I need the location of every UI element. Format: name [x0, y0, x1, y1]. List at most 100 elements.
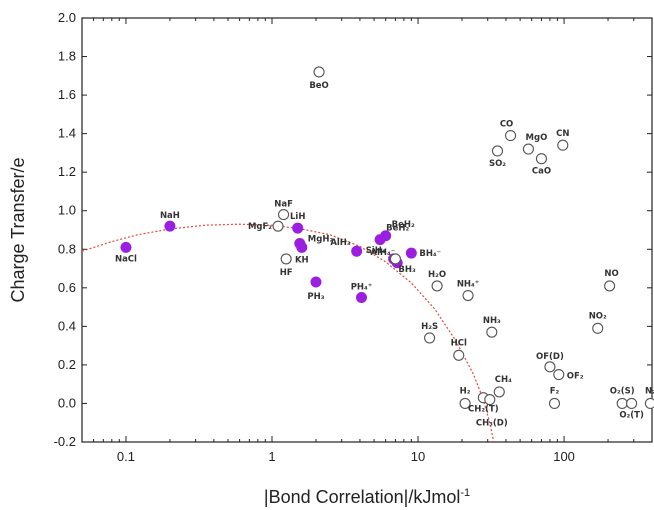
data-point-open — [491, 145, 504, 157]
data-point-open — [544, 361, 556, 373]
point-label: PH₃ — [307, 292, 324, 302]
x-tick-label: 0.1 — [117, 449, 135, 464]
point-label: CaO — [532, 167, 551, 177]
point-label: NH₄⁺ — [457, 280, 479, 290]
point-label: AlH₄⁻ — [370, 248, 395, 258]
y-tick-label: 1.6 — [58, 87, 76, 102]
data-point-open — [453, 349, 465, 361]
y-tick-label: 1.4 — [58, 126, 76, 141]
data-point-open — [389, 253, 401, 265]
data-point-open — [459, 397, 471, 410]
data-point-open — [522, 143, 534, 155]
point-label: NaCl — [115, 254, 137, 264]
point-label: CO — [500, 120, 513, 130]
data-point-filled — [351, 245, 363, 257]
data-point-open — [557, 139, 569, 151]
plot-frame — [81, 17, 653, 443]
data-point-filled — [120, 241, 132, 253]
point-label: O₂(S) — [610, 386, 635, 396]
point-label: NaH — [160, 211, 180, 221]
point-label: SiH₄ — [366, 246, 386, 256]
data-point-open — [604, 280, 616, 292]
point-label: AlH₃ — [330, 238, 351, 248]
data-point-open — [462, 289, 474, 302]
point-label: MgH₂ — [308, 234, 334, 244]
x-tick-label: 1 — [268, 449, 275, 464]
point-label: H₂O — [428, 270, 446, 280]
x-axis-title-superscript: -1 — [460, 487, 470, 499]
y-tick-label: 1.8 — [58, 49, 76, 64]
data-point-open — [504, 130, 517, 142]
point-label: NO₂ — [589, 311, 607, 321]
point-label: F₂ — [550, 386, 560, 396]
data-point-open — [313, 66, 325, 78]
point-label: OF₂ — [567, 372, 584, 382]
point-label: BH₄⁻ — [419, 249, 441, 259]
y-tick-label: 0.4 — [58, 318, 76, 333]
data-point-open — [431, 280, 443, 292]
data-point-filled — [292, 222, 304, 234]
point-label: OF(D) — [536, 352, 564, 362]
point-label: LiH — [290, 212, 305, 222]
point-label: PH₄⁺ — [351, 282, 373, 292]
data-point-filled — [405, 247, 417, 259]
data-point-open — [535, 153, 548, 165]
data-point-open — [278, 209, 290, 221]
y-tick-label: 2.0 — [58, 10, 76, 25]
point-label: N₂ — [645, 386, 654, 396]
data-point-open — [548, 397, 561, 410]
x-axis-title-main: |Bond Correlation|/kJmol — [264, 487, 460, 507]
point-label: HF — [280, 268, 293, 278]
point-label: CH₃(D) — [476, 419, 508, 429]
y-tick-label: 0.0 — [58, 395, 76, 410]
data-point-filled — [296, 241, 308, 253]
point-label: H₂ — [460, 386, 471, 396]
point-label: KH — [295, 255, 309, 265]
point-label: H₂S — [421, 322, 438, 332]
data-point-filled — [355, 291, 367, 303]
data-point-open — [626, 397, 638, 410]
point-label: MgO — [526, 133, 548, 143]
data-point-open — [553, 368, 565, 381]
data-point-filled — [164, 220, 176, 232]
point-label: NH₃ — [483, 316, 501, 326]
data-point-open — [280, 253, 292, 265]
x-axis: 0.1 1 10 100 — [81, 18, 653, 464]
data-point-open — [484, 394, 496, 406]
point-label: CN — [556, 129, 569, 139]
point-label: SO₂ — [489, 159, 506, 169]
point-label: HCl — [451, 338, 467, 348]
data-point-filled — [380, 230, 392, 242]
point-label: CH₄ — [495, 375, 512, 385]
data-point-open — [424, 332, 436, 344]
y-axis-title: Charge Transfer/e — [8, 157, 28, 302]
point-label: CH₂(T) — [468, 405, 499, 415]
x-tick-label: 100 — [553, 449, 575, 464]
x-tick-label: 10 — [411, 449, 425, 464]
fit-curve-layer — [81, 223, 495, 443]
fit-curve — [81, 223, 495, 443]
data-point-filled — [310, 276, 322, 288]
point-label: BH₃ — [398, 265, 416, 275]
x-axis-title: |Bond Correlation|/kJmol-1 — [264, 487, 470, 507]
data-point-open — [644, 397, 654, 410]
point-label: BeH₂ — [392, 220, 415, 230]
y-tick-label: 0.2 — [58, 357, 76, 372]
y-tick-label: 1.2 — [58, 164, 76, 179]
data-point-open — [616, 397, 628, 410]
point-label: NaF — [274, 200, 293, 210]
y-tick-label: -0.2 — [54, 434, 76, 449]
y-tick-label: 0.6 — [58, 280, 76, 295]
point-label: MgF₂ — [248, 222, 272, 232]
y-axis: -0.2 0.0 0.2 0.4 0.6 0.8 1.0 1.2 1.4 1.6 1.8 2.0 — [54, 10, 652, 449]
data-point-open — [272, 220, 284, 232]
point-label: BeO — [309, 81, 328, 91]
data-point-open — [486, 326, 498, 338]
point-label: NO — [604, 269, 618, 279]
point-label: O₂(T) — [619, 410, 644, 420]
point-label: BeH₂ — [386, 224, 409, 234]
data-point-open — [592, 322, 604, 334]
data-point-open — [493, 386, 505, 398]
